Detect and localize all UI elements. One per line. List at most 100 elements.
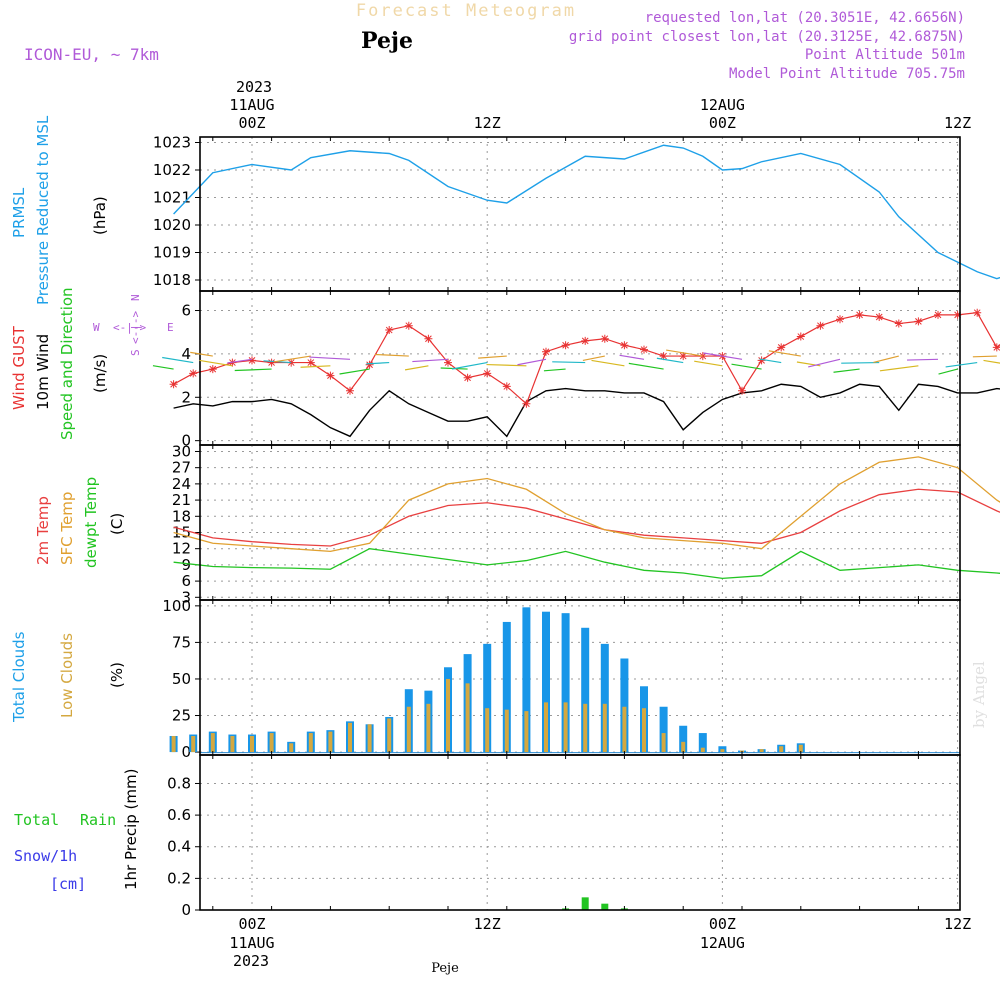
- compass-west: W: [93, 321, 100, 334]
- compass-arrows-ns: <-|->: [129, 311, 142, 344]
- wind-arrow: [938, 368, 958, 375]
- gust-marker: [542, 347, 550, 356]
- wind-arrow: [907, 358, 939, 361]
- total-cloud-bar: [659, 706, 668, 753]
- wind-arrow: [879, 365, 919, 372]
- wind-arrow: [873, 355, 899, 363]
- gust-marker: [404, 321, 413, 330]
- low-cloud-bar: [191, 735, 196, 753]
- low-cloud-bar: [426, 703, 431, 753]
- low-cloud-bar: [210, 733, 215, 753]
- wind-arrow: [190, 351, 213, 357]
- wind-arrow: [808, 358, 841, 368]
- wind-arrow: [945, 361, 978, 368]
- low-cloud-bar: [308, 733, 313, 753]
- total-cloud-bar: [542, 611, 550, 753]
- wind-arrow: [552, 361, 586, 364]
- total-rain-label-b: Rain: [80, 811, 116, 829]
- wind-arrow: [199, 359, 233, 367]
- low-cloud-bar: [798, 744, 803, 753]
- low-cloud-bar: [230, 735, 235, 753]
- wind-arrow: [486, 363, 527, 367]
- top-year: 2023: [236, 78, 272, 96]
- bottom-time-axis: 00Z11AUG12Z00Z12AUG12Z00Z13AUG12Z: [229, 915, 971, 952]
- model-altitude: Model Point Altitude 705.75m: [729, 66, 965, 82]
- gust-marker: [326, 371, 335, 380]
- wind-arrow: [404, 365, 429, 371]
- y-tick-label: 75: [172, 633, 191, 651]
- low-cloud-bar: [544, 702, 548, 753]
- gust-label: Wind GUST: [10, 325, 28, 410]
- gust-marker: [679, 352, 688, 361]
- bottom-hour-label: 12Z: [474, 915, 501, 933]
- gust-marker: [208, 365, 217, 374]
- y-tick-label: 100: [162, 597, 191, 615]
- y-tick-label: 6: [181, 572, 191, 590]
- meteogram-title: Forecast Meteogram: [356, 1, 576, 21]
- y-tick-label: 21: [172, 491, 191, 509]
- total-cloud-bar: [600, 643, 609, 753]
- precip-axis-label: 1hr Precip (mm): [122, 769, 140, 890]
- y-tick-label: 1020: [153, 216, 191, 234]
- total-cloud-bar: [581, 627, 590, 753]
- top-hour-label: 00Z: [238, 114, 265, 132]
- low-cloud-bar: [759, 749, 764, 753]
- top-date-label: 11AUG: [229, 96, 274, 114]
- gust-marker: [483, 369, 492, 378]
- compass-south: S: [129, 349, 142, 356]
- gust-marker: [463, 373, 472, 382]
- gust-marker: [365, 360, 374, 369]
- gust-marker: [581, 336, 590, 345]
- wind-direction-arrows: [152, 349, 1000, 375]
- gust-marker: [620, 341, 629, 350]
- wind-arrow: [768, 350, 801, 357]
- wind-arrow: [374, 353, 409, 357]
- gust-marker: [659, 352, 668, 361]
- footer-place: Peje: [431, 961, 459, 976]
- panel-frame: [199, 290, 961, 446]
- y-tick-label: 18: [172, 507, 191, 525]
- place-title: Peje: [361, 28, 413, 54]
- low-cloud-bar: [681, 741, 686, 753]
- low-cloud-bar: [367, 724, 372, 753]
- gust-marker: [796, 332, 805, 341]
- celsius-label: (C): [108, 513, 126, 535]
- temp2m-label: 2m Temp: [34, 496, 52, 565]
- gust-marker: [522, 399, 531, 408]
- wind-arrow: [628, 362, 664, 370]
- y-tick-label: 25: [172, 707, 191, 725]
- bottom-hour-label: 12Z: [944, 915, 971, 933]
- gust-marker: [248, 356, 256, 365]
- model-label: ICON-EU, ~ 7km: [24, 45, 159, 64]
- y-tick-label: 50: [172, 670, 191, 688]
- dewpt-line: [173, 548, 1000, 580]
- total-cloud-bar: [561, 613, 570, 753]
- wind-arrow: [759, 358, 782, 364]
- y-tick-label: 0.4: [167, 838, 191, 856]
- total-cloud-bar: [698, 733, 707, 753]
- low-cloud-bar: [642, 708, 646, 753]
- panel-prmsl: 1018 1019 1020 1021 1022 1023: [153, 134, 1000, 292]
- panels: 1018101910201021102210230246369121518212…: [152, 134, 1000, 919]
- gust-marker: [914, 317, 923, 326]
- wind-dir-label: Speed and Direction: [58, 287, 76, 440]
- bottom-year: 2023: [233, 952, 269, 970]
- cloud-labels: Total Clouds Low Clouds (%): [10, 631, 126, 723]
- gust-marker: [189, 369, 198, 378]
- gust-marker: [894, 319, 903, 328]
- total-rain-label-a: Total: [14, 811, 59, 829]
- low-cloud-bar: [250, 735, 254, 753]
- wind-arrow: [273, 355, 311, 363]
- temp2m-line: [173, 488, 1000, 547]
- bottom-date-label: 11AUG: [229, 934, 274, 952]
- wind-arrow: [152, 365, 174, 370]
- low-cloud-bar: [524, 711, 529, 753]
- y-tick-label: 1018: [153, 271, 191, 289]
- low-cloud-bar: [446, 678, 450, 753]
- wind-arrow: [833, 368, 860, 373]
- wind-arrow: [227, 358, 253, 364]
- panel-wind: 0 2 4 6: [169, 290, 1000, 450]
- cm-label: [cm]: [50, 875, 86, 893]
